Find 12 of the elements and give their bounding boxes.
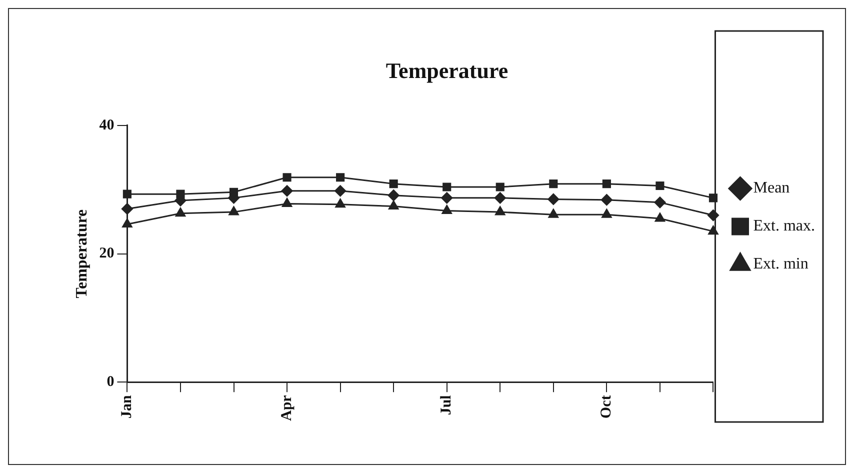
x-tick-label: Apr (278, 394, 295, 422)
legend-label: Ext. max. (753, 218, 815, 235)
x-tick-label: Jan (119, 394, 136, 419)
y-tick-label: 40 (99, 117, 114, 134)
chart-title: Temperature (386, 58, 508, 83)
y-axis-title: Temperature (74, 209, 91, 298)
legend-label: Mean (753, 180, 790, 197)
y-tick-label: 0 (106, 374, 114, 390)
x-tick-label: Oct (598, 395, 615, 418)
x-tick-label: Jul (438, 395, 455, 416)
legend-label: Ext. min (753, 256, 808, 273)
y-tick-label: 20 (99, 246, 114, 262)
